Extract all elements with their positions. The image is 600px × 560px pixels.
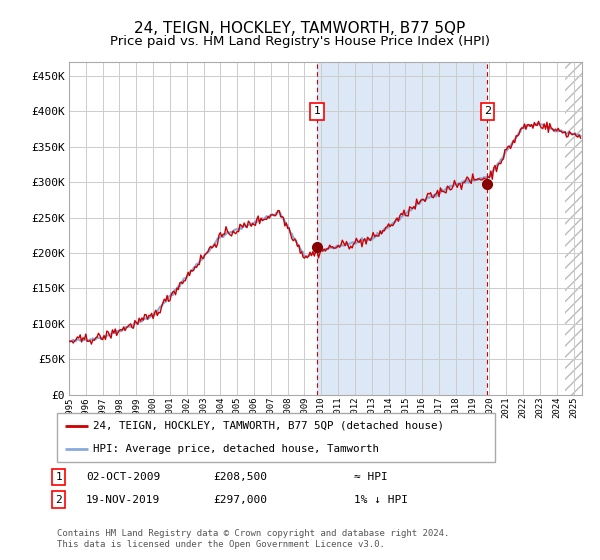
Text: 02-OCT-2009: 02-OCT-2009 <box>86 472 160 482</box>
Text: 24, TEIGN, HOCKLEY, TAMWORTH, B77 5QP: 24, TEIGN, HOCKLEY, TAMWORTH, B77 5QP <box>134 21 466 36</box>
Text: 19-NOV-2019: 19-NOV-2019 <box>86 494 160 505</box>
Bar <box>317 62 487 395</box>
Text: ≈ HPI: ≈ HPI <box>354 472 388 482</box>
Text: 2: 2 <box>484 106 491 116</box>
Text: 2: 2 <box>55 494 62 505</box>
Text: Contains HM Land Registry data © Crown copyright and database right 2024.
This d: Contains HM Land Registry data © Crown c… <box>57 529 449 549</box>
Text: 24, TEIGN, HOCKLEY, TAMWORTH, B77 5QP (detached house): 24, TEIGN, HOCKLEY, TAMWORTH, B77 5QP (d… <box>93 421 444 431</box>
Text: £208,500: £208,500 <box>213 472 267 482</box>
Text: Price paid vs. HM Land Registry's House Price Index (HPI): Price paid vs. HM Land Registry's House … <box>110 35 490 48</box>
FancyBboxPatch shape <box>57 413 495 462</box>
Text: 1: 1 <box>314 106 320 116</box>
Bar <box>565 62 599 395</box>
Text: 1: 1 <box>55 472 62 482</box>
Text: £297,000: £297,000 <box>213 494 267 505</box>
Text: HPI: Average price, detached house, Tamworth: HPI: Average price, detached house, Tamw… <box>93 444 379 454</box>
Text: 1% ↓ HPI: 1% ↓ HPI <box>354 494 408 505</box>
